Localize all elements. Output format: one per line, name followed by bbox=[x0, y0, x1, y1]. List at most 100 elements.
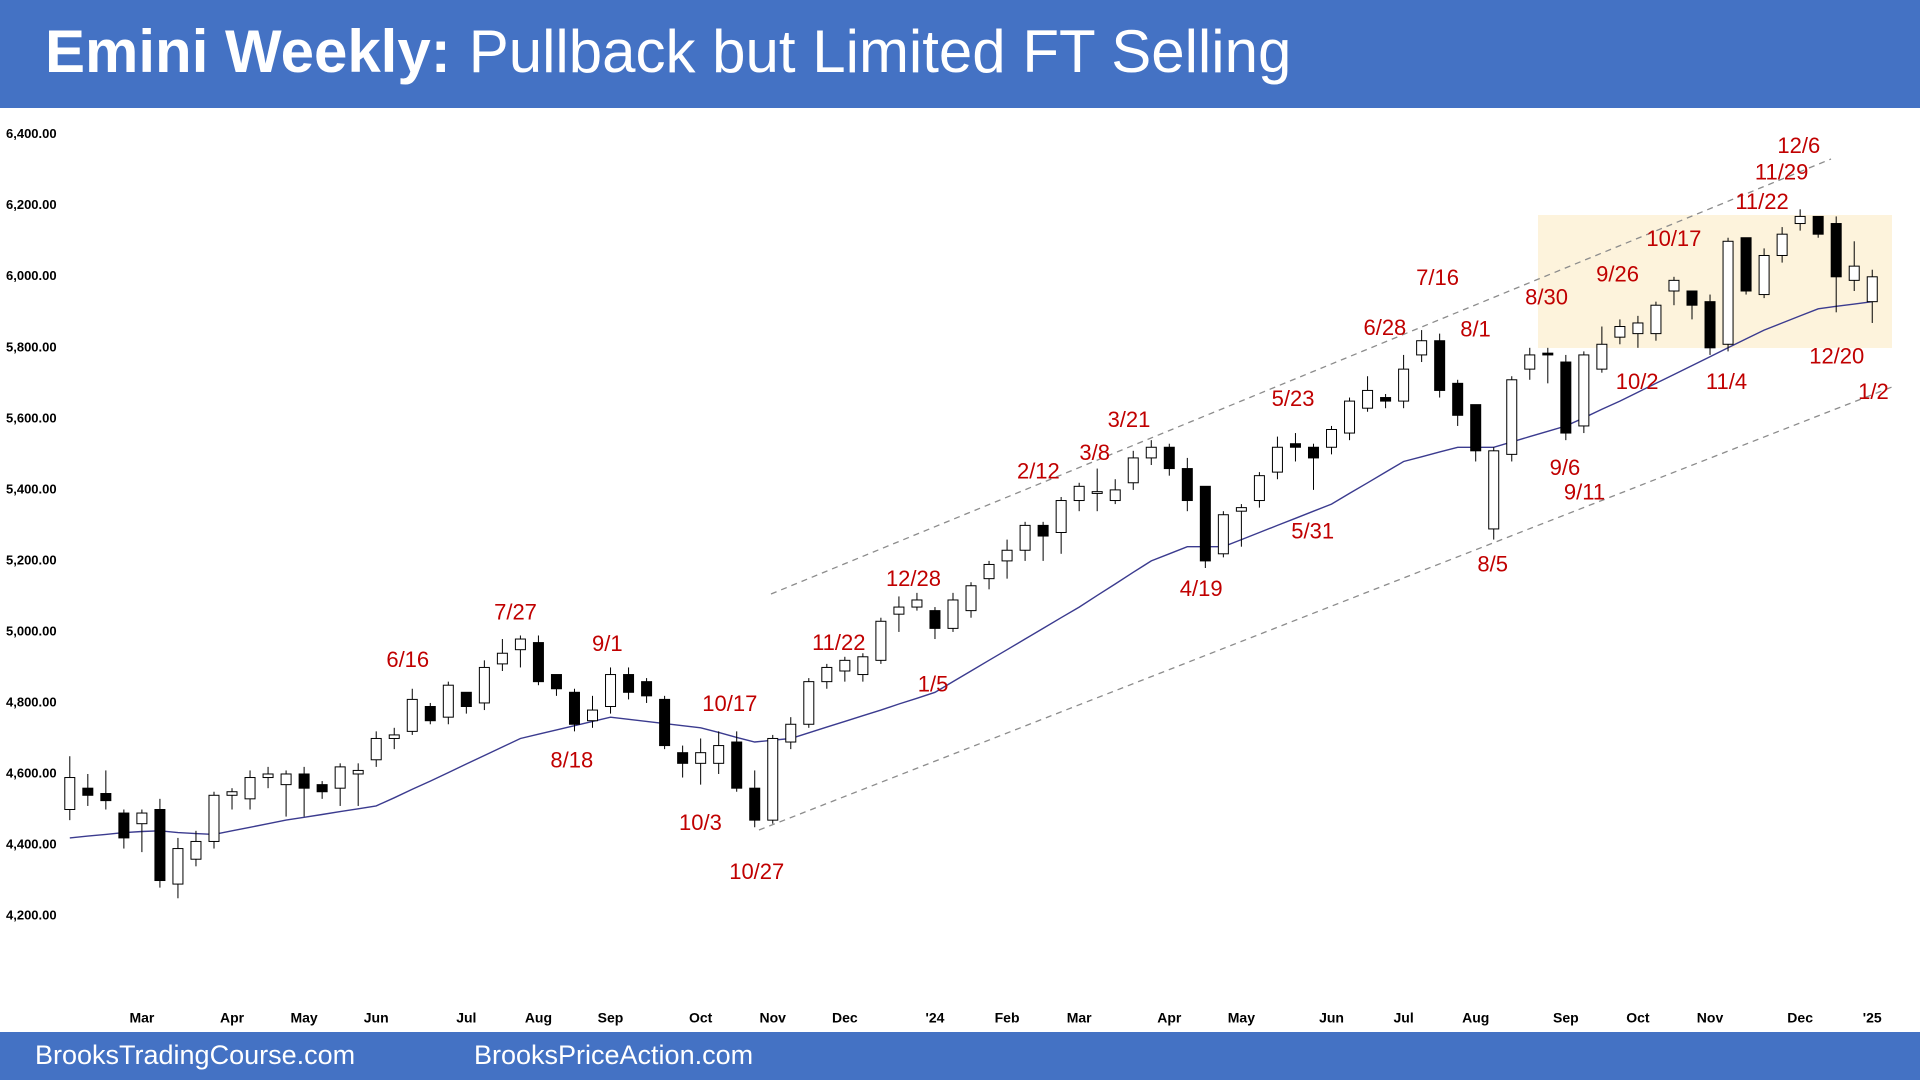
candle-body bbox=[118, 812, 130, 839]
date-annotation: 5/23 bbox=[1272, 386, 1315, 411]
candle-body bbox=[1109, 489, 1121, 502]
date-annotation: 8/30 bbox=[1525, 285, 1568, 310]
x-tick-label: Apr bbox=[1157, 1010, 1182, 1026]
y-tick-label: 5,800.00 bbox=[6, 339, 57, 354]
x-tick-label: Dec bbox=[832, 1010, 858, 1026]
candle-body bbox=[1578, 354, 1590, 427]
date-annotation: 7/16 bbox=[1416, 265, 1459, 290]
y-tick-label: 4,600.00 bbox=[6, 765, 57, 780]
candle-body bbox=[154, 808, 166, 882]
candle-body bbox=[550, 674, 562, 690]
date-annotation: 9/26 bbox=[1596, 261, 1639, 286]
date-annotation: 10/3 bbox=[679, 810, 722, 835]
candle-body bbox=[857, 656, 869, 676]
x-tick-label: Aug bbox=[1462, 1010, 1489, 1026]
y-tick-label: 6,200.00 bbox=[6, 197, 57, 212]
candle-body bbox=[767, 737, 779, 821]
candle-body bbox=[316, 784, 328, 793]
candle-body bbox=[1289, 443, 1301, 448]
footer-bar bbox=[0, 1032, 1920, 1080]
candle-body bbox=[1344, 400, 1356, 434]
candle-body bbox=[1253, 475, 1265, 502]
candle-body bbox=[839, 659, 851, 672]
candle-body bbox=[1812, 215, 1824, 235]
x-tick-label: Apr bbox=[220, 1010, 245, 1026]
candle-body bbox=[677, 752, 689, 764]
candle-body bbox=[587, 709, 599, 722]
candle-body bbox=[514, 638, 526, 651]
footer-text: BrooksTradingCourse.com bbox=[35, 1040, 355, 1070]
date-annotation: 9/6 bbox=[1550, 455, 1581, 480]
date-annotation: 8/18 bbox=[550, 747, 593, 772]
candle-body bbox=[983, 563, 995, 580]
candle-body bbox=[298, 773, 310, 789]
candle-body bbox=[1181, 468, 1193, 502]
candle-body bbox=[1848, 265, 1860, 281]
candle-body bbox=[1560, 361, 1572, 434]
candle-body bbox=[1866, 276, 1878, 303]
candle-body bbox=[965, 585, 977, 612]
candle-body bbox=[785, 723, 797, 743]
candle-body bbox=[1830, 223, 1842, 278]
x-tick-label: Mar bbox=[1067, 1010, 1092, 1026]
x-tick-label: Aug bbox=[525, 1010, 552, 1026]
candle-body bbox=[1145, 446, 1157, 459]
date-annotation: 10/2 bbox=[1616, 369, 1659, 394]
candle-body bbox=[1199, 485, 1211, 562]
candle-body bbox=[388, 734, 400, 739]
date-annotation: 8/1 bbox=[1460, 316, 1491, 341]
candle-body bbox=[1632, 322, 1644, 335]
x-tick-label: Jul bbox=[1393, 1010, 1413, 1026]
date-annotation: 8/5 bbox=[1477, 552, 1508, 577]
candle-body bbox=[478, 666, 490, 704]
upper-channel-line bbox=[770, 158, 1832, 595]
candle-body bbox=[1019, 524, 1031, 551]
x-tick-label: Feb bbox=[995, 1010, 1020, 1026]
date-annotation: 12/6 bbox=[1777, 133, 1820, 158]
candle-body bbox=[929, 610, 941, 629]
candle-body bbox=[1217, 514, 1229, 555]
candle-body bbox=[280, 773, 292, 786]
candle-body bbox=[623, 674, 635, 693]
candle-body bbox=[370, 737, 382, 761]
date-annotation: 9/1 bbox=[592, 631, 623, 656]
x-tick-label: Sep bbox=[1553, 1010, 1579, 1026]
candle-body bbox=[1091, 491, 1103, 494]
date-annotation: 12/20 bbox=[1809, 343, 1864, 368]
candle-body bbox=[1506, 379, 1518, 455]
candle-body bbox=[695, 752, 707, 764]
date-annotation: 1/2 bbox=[1858, 379, 1889, 404]
candle-body bbox=[713, 745, 725, 764]
lower-channel-line bbox=[758, 386, 1893, 831]
x-tick-label: Oct bbox=[1626, 1010, 1650, 1026]
x-tick-label: May bbox=[1228, 1010, 1255, 1026]
candle-body bbox=[1722, 240, 1734, 345]
candle-body bbox=[1740, 237, 1752, 292]
candle-body bbox=[1055, 500, 1067, 533]
date-annotation: 7/27 bbox=[494, 599, 537, 624]
title-prefix: Emini Weekly: bbox=[45, 18, 451, 85]
date-annotation: 10/17 bbox=[1646, 226, 1701, 251]
date-annotation: 9/11 bbox=[1564, 479, 1605, 504]
candle-body bbox=[1073, 485, 1085, 502]
candle-body bbox=[731, 741, 743, 789]
x-tick-label: Mar bbox=[129, 1010, 154, 1026]
x-tick-label: Nov bbox=[760, 1010, 787, 1026]
candle-body bbox=[190, 840, 202, 860]
candle-body bbox=[1776, 233, 1788, 256]
chart-title: Emini Weekly: Pullback but Limited FT Sel… bbox=[45, 18, 1291, 85]
footer-text: BrooksPriceAction.com bbox=[474, 1040, 753, 1070]
candle-body bbox=[226, 791, 238, 796]
candle-body bbox=[442, 684, 454, 718]
x-tick-label: Nov bbox=[1697, 1010, 1724, 1026]
title-text: Pullback but Limited FT Selling bbox=[469, 18, 1292, 85]
x-tick-label: '25 bbox=[1863, 1010, 1882, 1026]
date-annotation: 5/31 bbox=[1291, 518, 1334, 543]
candle-body bbox=[1127, 457, 1139, 484]
candle-body bbox=[1271, 446, 1283, 473]
candle-body bbox=[641, 681, 653, 697]
candle-body bbox=[1650, 304, 1662, 335]
date-annotation: 6/16 bbox=[386, 647, 429, 672]
y-tick-label: 4,800.00 bbox=[6, 694, 57, 709]
candle-body bbox=[749, 787, 761, 821]
